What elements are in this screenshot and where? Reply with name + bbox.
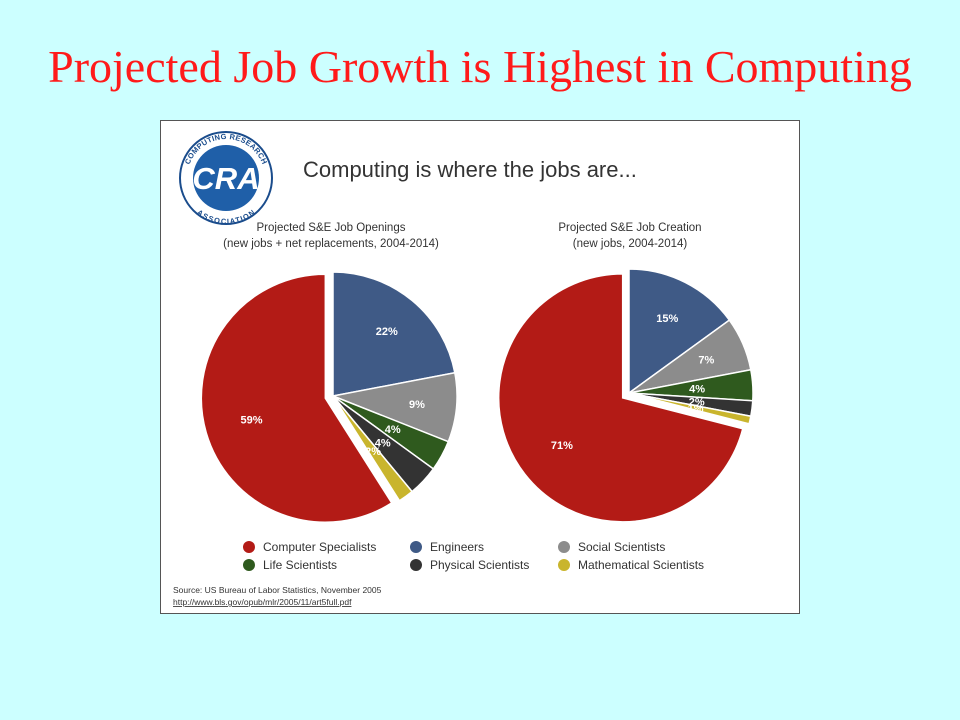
source-link[interactable]: http://www.bls.gov/opub/mlr/2005/11/art5… bbox=[173, 597, 352, 607]
chart-left-title-line1: Projected S&E Job Openings bbox=[257, 222, 406, 234]
figure-svg: COMPUTING RESEARCH ASSOCIATION CRA Compu… bbox=[173, 131, 754, 607]
pie-right-label-social-scientists: 7% bbox=[698, 355, 714, 367]
pie-left-slice-mathematical-scientists bbox=[332, 395, 414, 502]
cra-logo: COMPUTING RESEARCH ASSOCIATION CRA bbox=[179, 131, 273, 226]
pie-left-label-life-scientists: 4% bbox=[385, 424, 401, 436]
legend-label-social-scientists: Social Scientists bbox=[578, 540, 665, 554]
legend-label-engineers: Engineers bbox=[430, 540, 484, 554]
pie-left-slice-computer-specialists bbox=[200, 273, 393, 523]
pie-left-label-social-scientists: 9% bbox=[409, 399, 425, 411]
pie-right-slice-mathematical-scientists bbox=[628, 392, 752, 425]
legend-label-mathematical-scientists: Mathematical Scientists bbox=[578, 558, 704, 572]
logo-center-text: CRA bbox=[192, 161, 259, 196]
legend: Computer Specialists Engineers Social Scie… bbox=[243, 540, 704, 572]
pie-chart-right: 71%15%7%4%2%1% bbox=[497, 268, 754, 523]
pie-chart-left: 59%22%9%4%4%2% bbox=[200, 271, 458, 523]
pie-right-slice-engineers bbox=[628, 268, 731, 395]
pie-right-label-computer-specialists: 71% bbox=[551, 440, 573, 452]
legend-label-life-scientists: Life Scientists bbox=[263, 558, 337, 572]
pie-right-slice-computer-specialists bbox=[497, 273, 744, 523]
pie-left-label-mathematical-scientists: 2% bbox=[365, 446, 381, 458]
chart-right-title-line1: Projected S&E Job Creation bbox=[558, 222, 701, 234]
source-line-1: Source: US Bureau of Labor Statistics, N… bbox=[173, 585, 382, 595]
chart-right-title-line2: (new jobs, 2004-2014) bbox=[573, 238, 688, 250]
legend-label-computer-specialists: Computer Specialists bbox=[263, 540, 376, 554]
pie-left-slice-engineers bbox=[332, 271, 456, 397]
panel-headline: Computing is where the jobs are... bbox=[303, 157, 637, 182]
legend-swatch-computer-specialists bbox=[243, 541, 255, 553]
legend-swatch-mathematical-scientists bbox=[558, 559, 570, 571]
pie-right-label-engineers: 15% bbox=[656, 313, 678, 325]
pie-left-label-engineers: 22% bbox=[376, 326, 398, 338]
pie-right-label-mathematical-scientists: 1% bbox=[688, 403, 704, 415]
legend-label-physical-scientists: Physical Scientists bbox=[430, 558, 529, 572]
figure-panel: COMPUTING RESEARCH ASSOCIATION CRA Compu… bbox=[160, 120, 800, 614]
legend-swatch-engineers bbox=[410, 541, 422, 553]
chart-left-title-line2: (new jobs + net replacements, 2004-2014) bbox=[223, 238, 439, 250]
logo-disc bbox=[193, 145, 259, 211]
legend-swatch-physical-scientists bbox=[410, 559, 422, 571]
pie-right-label-life-scientists: 4% bbox=[689, 384, 705, 396]
legend-swatch-social-scientists bbox=[558, 541, 570, 553]
legend-swatch-life-scientists bbox=[243, 559, 255, 571]
slide-title: Projected Job Growth is Highest in Compu… bbox=[48, 41, 912, 92]
pie-left-label-computer-specialists: 59% bbox=[240, 415, 262, 427]
pie-left-label-physical-scientists: 4% bbox=[375, 438, 391, 450]
